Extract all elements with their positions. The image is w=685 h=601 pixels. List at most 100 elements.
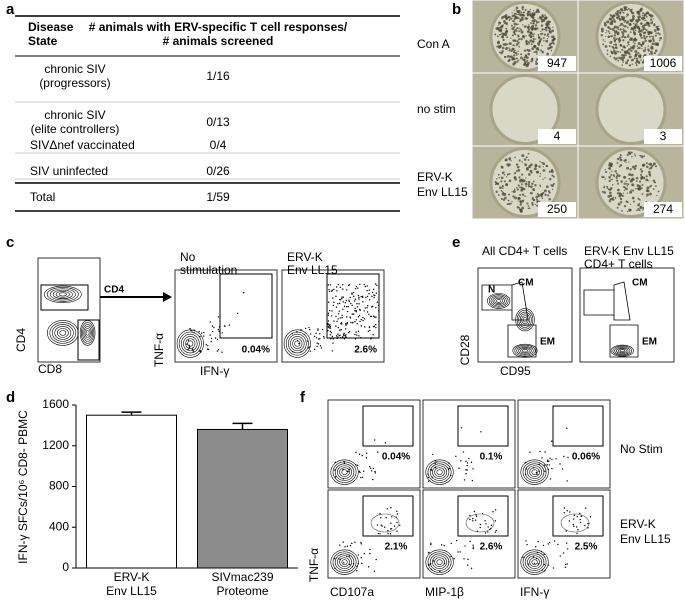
spot [608, 45, 611, 48]
spot [503, 171, 505, 173]
event [343, 460, 345, 463]
spot [619, 51, 622, 54]
well-label: Con A [417, 37, 450, 51]
event [471, 479, 474, 482]
spot [648, 33, 651, 36]
spot [646, 21, 650, 25]
event [440, 544, 443, 546]
spot [605, 35, 607, 38]
event [340, 329, 342, 331]
event [565, 427, 568, 429]
event [566, 480, 568, 482]
event [355, 311, 358, 313]
contour [370, 513, 400, 533]
spot [648, 24, 651, 28]
spot [609, 168, 611, 170]
event [368, 299, 371, 301]
spot [623, 189, 626, 192]
event [352, 295, 355, 298]
event [465, 460, 467, 463]
spot [550, 42, 553, 45]
spot [611, 178, 613, 181]
event [355, 464, 357, 466]
row-label: ERV-K [620, 517, 656, 531]
event [566, 510, 568, 512]
spot [641, 193, 644, 195]
spot [640, 35, 642, 37]
spot [610, 197, 614, 201]
event [342, 296, 345, 298]
spot [541, 44, 543, 47]
event [541, 457, 543, 459]
event [357, 316, 360, 318]
gate [583, 281, 639, 358]
spot [535, 60, 537, 63]
spot [538, 165, 541, 168]
contour [330, 549, 359, 575]
spot [614, 43, 618, 46]
well [489, 74, 561, 145]
spot [622, 45, 626, 49]
contour [612, 345, 633, 356]
spot [634, 154, 637, 157]
spot [528, 49, 531, 52]
spot [527, 52, 531, 56]
event [375, 292, 377, 294]
event [375, 316, 377, 318]
spot [634, 42, 636, 45]
spot [527, 205, 530, 207]
event [479, 526, 481, 529]
event [525, 468, 527, 470]
event [450, 542, 452, 545]
spot [530, 33, 533, 35]
event [327, 314, 330, 316]
spot [600, 27, 604, 31]
count-box [644, 129, 682, 144]
event [356, 323, 358, 325]
spot [634, 54, 637, 58]
event [468, 457, 470, 460]
spot [648, 53, 651, 55]
spot [636, 209, 638, 212]
event [337, 318, 339, 320]
event [224, 325, 226, 327]
spot [529, 8, 531, 11]
spot [638, 62, 641, 65]
event [587, 522, 589, 525]
spot [521, 5, 525, 9]
spot [635, 19, 639, 23]
spot [638, 180, 642, 183]
event [190, 329, 192, 331]
event [354, 307, 356, 310]
event [355, 331, 357, 333]
contour [341, 559, 348, 565]
event [576, 526, 578, 528]
spot [551, 188, 554, 191]
spot [626, 35, 630, 38]
panel-label: a [6, 1, 15, 18]
contour [330, 459, 359, 485]
event [432, 560, 435, 562]
spot [628, 161, 630, 163]
spot [551, 35, 554, 39]
gate-percent: 0.04% [242, 345, 270, 356]
spot [535, 38, 537, 40]
event [568, 520, 571, 522]
spot [614, 170, 617, 173]
gate [457, 495, 509, 537]
spot [602, 39, 605, 41]
spot [640, 175, 644, 179]
event [357, 554, 360, 556]
spot [631, 27, 633, 29]
spot [517, 13, 519, 16]
event [399, 524, 401, 527]
spot [613, 49, 616, 53]
spot [641, 164, 645, 167]
spot [623, 36, 626, 39]
spot [643, 155, 646, 158]
event [470, 567, 473, 570]
plot-title: No [180, 250, 196, 264]
event [369, 329, 371, 332]
spot [535, 50, 538, 54]
spot [507, 199, 510, 202]
